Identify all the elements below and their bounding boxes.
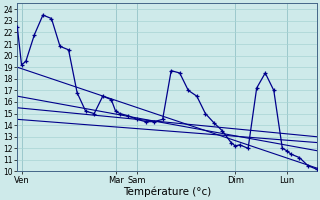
X-axis label: Température (°c): Température (°c) <box>123 186 211 197</box>
